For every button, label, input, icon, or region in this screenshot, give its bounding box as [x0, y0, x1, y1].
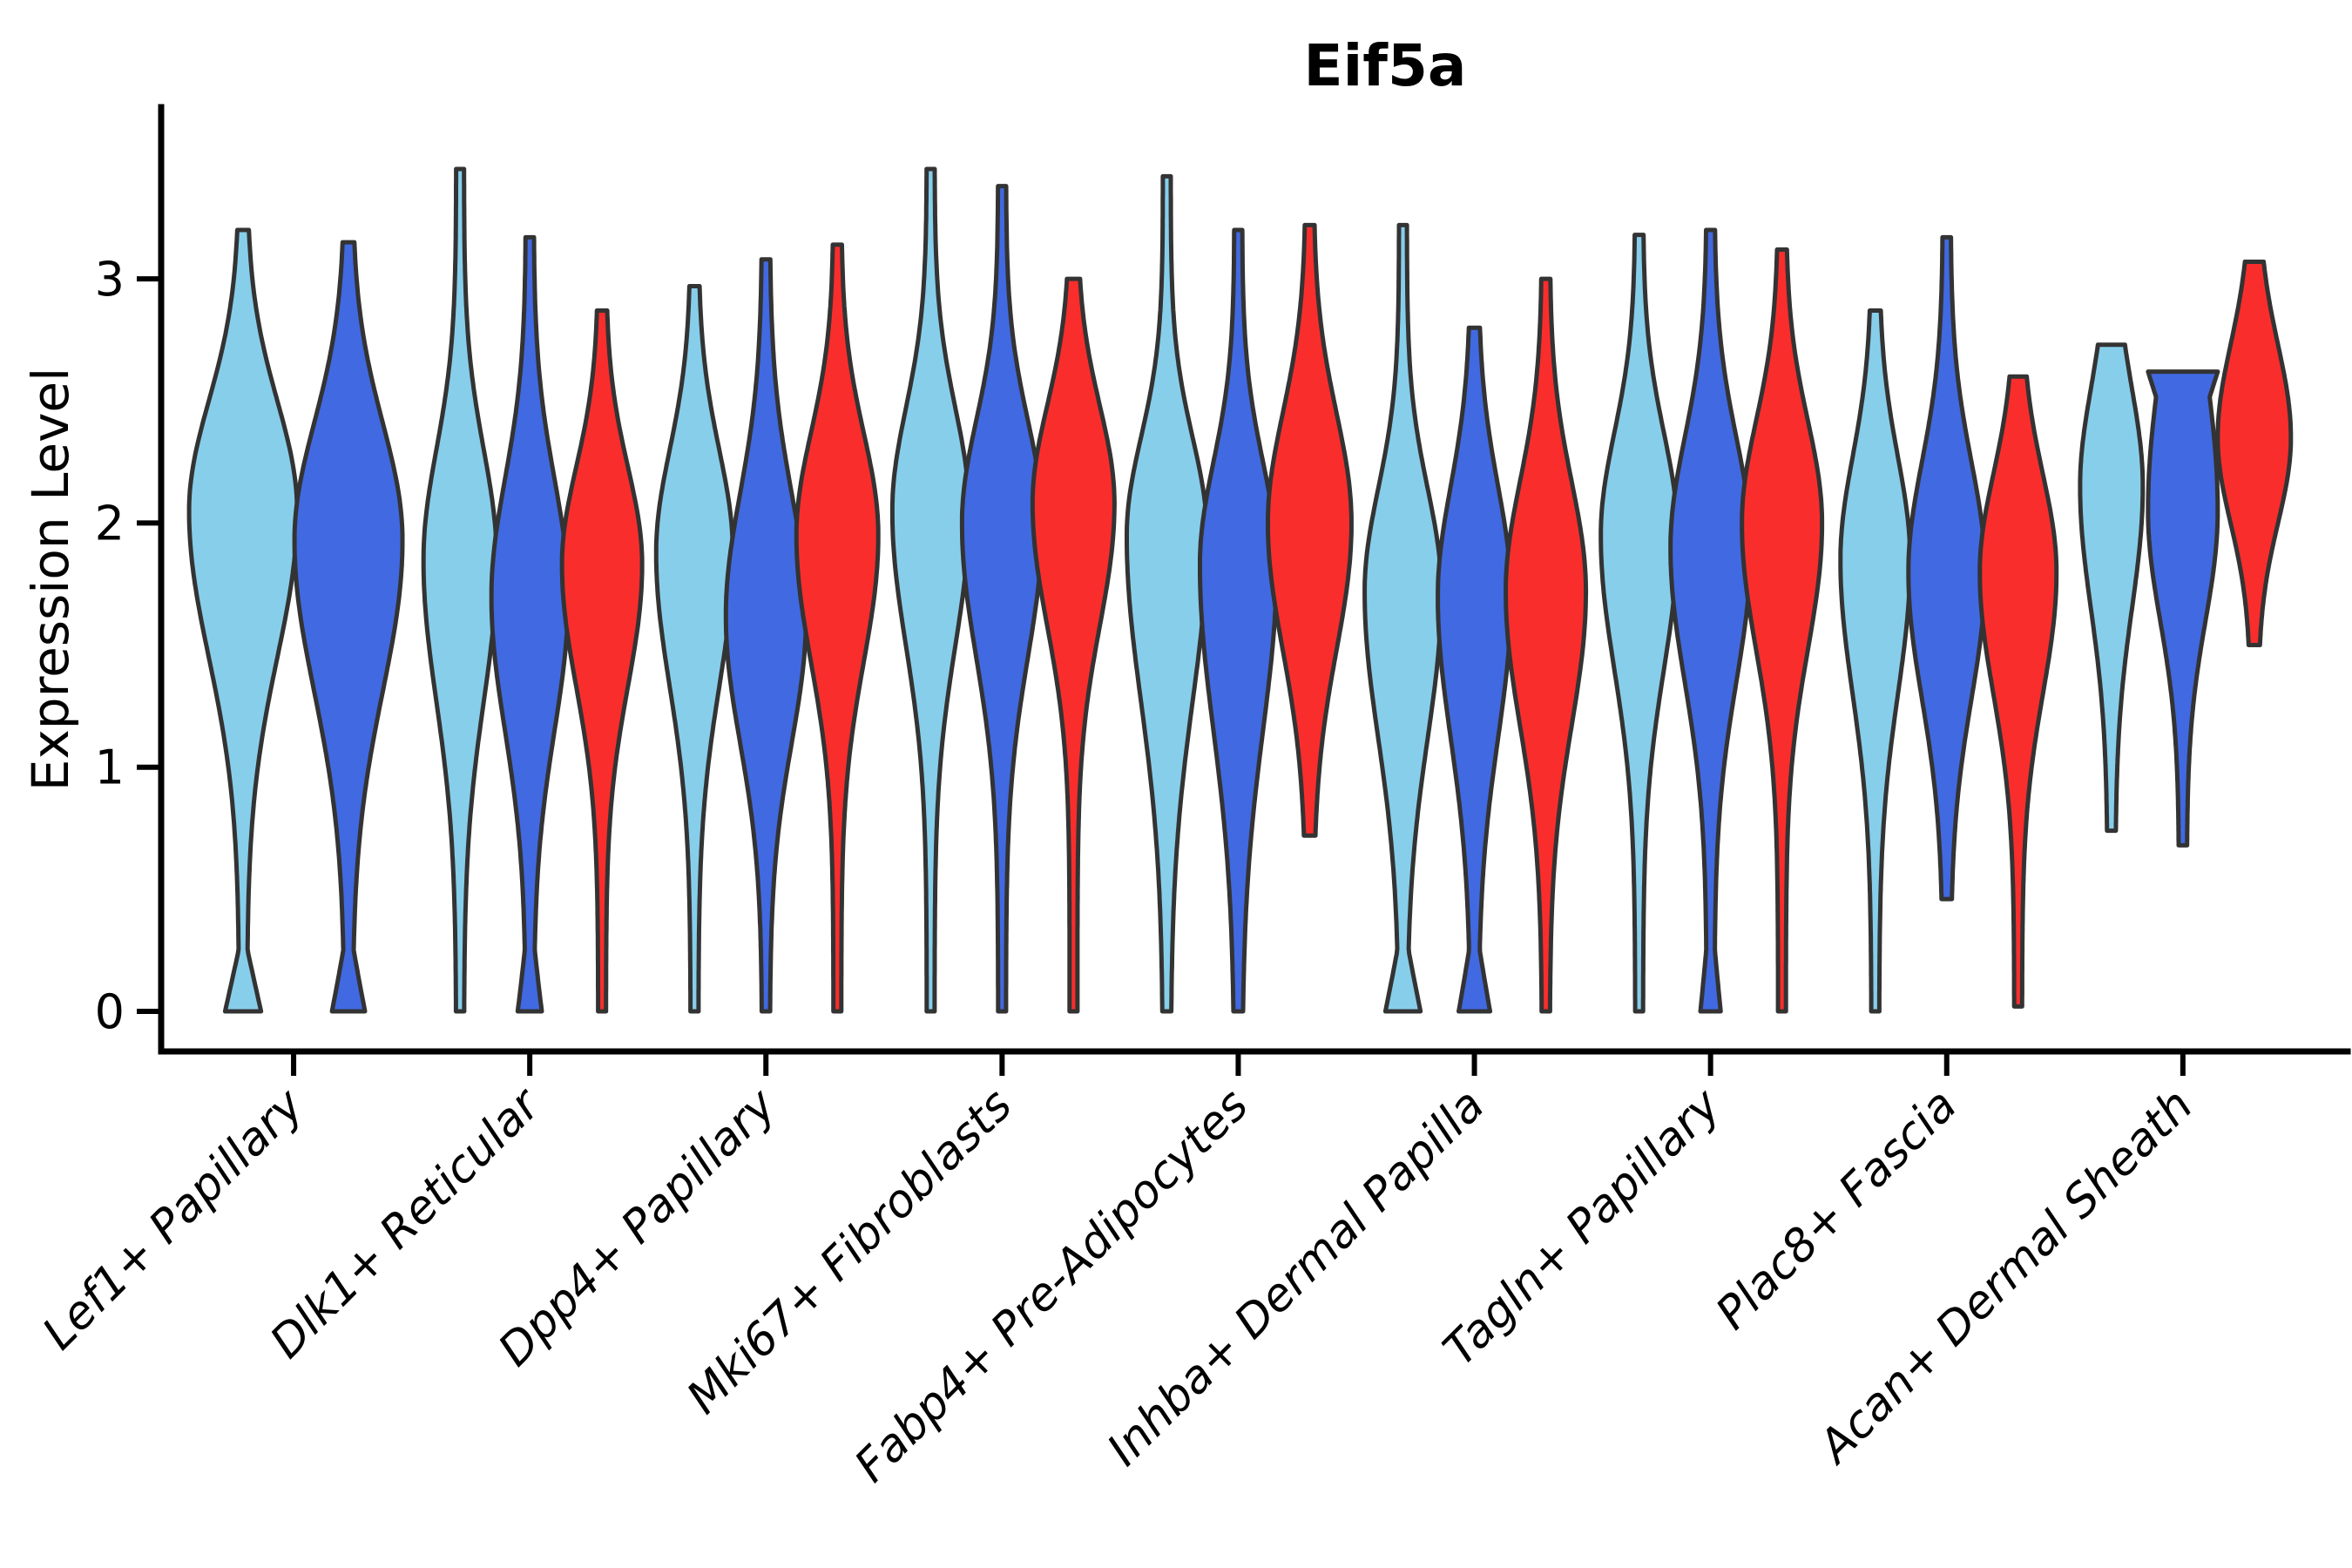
y-axis-tick-label: 0: [95, 984, 125, 1039]
y-axis-tick-label: 2: [95, 496, 125, 551]
y-axis-tick-label: 3: [95, 252, 125, 307]
violin-plac8-skyblue: [1838, 308, 1913, 1014]
violin-fabp4-skyblue: [1125, 173, 1209, 1014]
violin-acan-red: [2215, 260, 2294, 647]
y-axis-label: Expression Level: [21, 368, 80, 791]
violin-lef1-skyblue: [186, 227, 300, 1014]
violin-tagln-royalblue: [1668, 227, 1754, 1014]
x-axis-tick-label: Fabp4+ Pre-Adipocytes: [845, 1079, 1259, 1493]
violin-dpp4-skyblue: [653, 284, 735, 1014]
violin-dlk1-skyblue: [421, 166, 499, 1014]
violin-fabp4-red: [1266, 222, 1354, 838]
violin-plac8-red: [1977, 374, 2059, 1009]
violin-dlk1-red: [559, 308, 645, 1014]
x-axis-tick-label: Lef1+ Papillary: [33, 1078, 314, 1360]
y-axis-tick-label: 1: [95, 740, 125, 795]
violin-dpp4-red: [794, 242, 881, 1014]
violin-mki67-red: [1030, 276, 1117, 1014]
violin-acan-skyblue: [2078, 342, 2146, 834]
violin-mki67-skyblue: [889, 166, 971, 1014]
violin-plac8-royalblue: [1906, 234, 1988, 902]
violin-acan-royalblue: [2146, 369, 2220, 848]
violin-inhba-royalblue: [1436, 325, 1513, 1014]
chart-title: Eif5a: [1304, 32, 1467, 99]
x-axis-tick-label: Plac8+ Fascia: [1707, 1079, 1967, 1340]
violin-inhba-skyblue: [1362, 222, 1443, 1014]
x-axis-tick-label: Acan+ Dermal Sheath: [1808, 1079, 2203, 1475]
violin-tagln-red: [1740, 247, 1825, 1014]
violin-dlk1-royalblue: [489, 234, 571, 1014]
violin-inhba-red: [1504, 276, 1589, 1014]
violin-mki67-royalblue: [959, 184, 1044, 1014]
violin-fabp4-royalblue: [1198, 227, 1279, 1014]
violin-tagln-skyblue: [1598, 233, 1680, 1014]
violin-dpp4-royalblue: [723, 257, 808, 1014]
violins-layer: [186, 166, 2294, 1014]
x-axis-tick-label: Inhba+ Dermal Papilla: [1098, 1079, 1495, 1477]
violin-lef1-royalblue: [292, 240, 405, 1014]
